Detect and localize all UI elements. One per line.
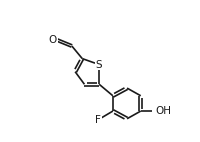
Text: S: S (95, 60, 102, 70)
Text: O: O (49, 35, 57, 45)
Text: OH: OH (155, 106, 171, 116)
Text: F: F (95, 115, 101, 125)
